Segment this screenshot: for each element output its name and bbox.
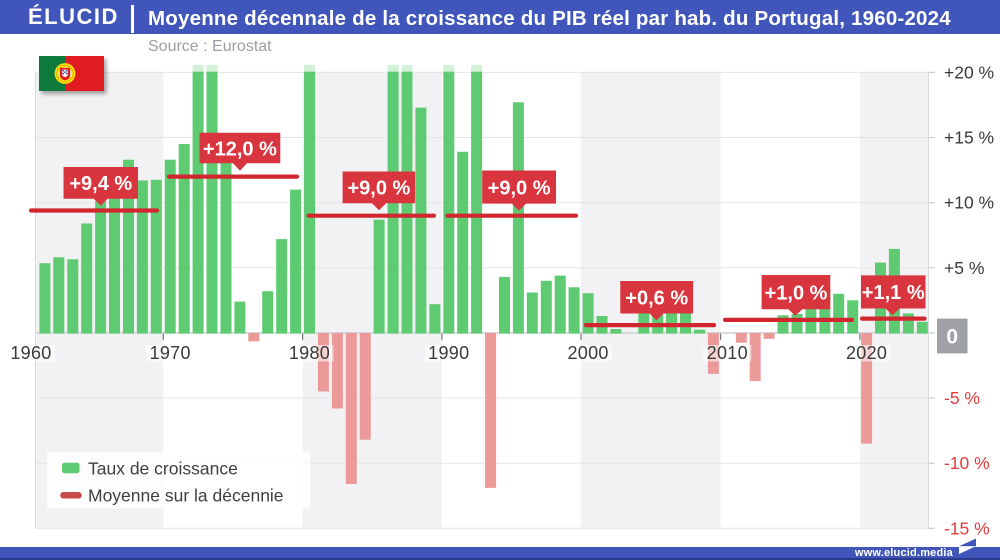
svg-text:0: 0: [946, 326, 958, 349]
svg-text:+10 %: +10 %: [944, 193, 994, 213]
svg-text:2020: 2020: [846, 343, 887, 363]
svg-text:+20 %: +20 %: [944, 62, 994, 82]
svg-text:2010: 2010: [707, 343, 748, 363]
svg-text:1980: 1980: [289, 343, 330, 363]
svg-text:+9,0 %: +9,0 %: [488, 177, 551, 199]
svg-text:1960: 1960: [10, 343, 51, 363]
svg-text:+0,6 %: +0,6 %: [625, 288, 688, 310]
svg-text:Moyenne sur la décennie: Moyenne sur la décennie: [88, 485, 284, 505]
svg-text:+1,0 %: +1,0 %: [765, 282, 828, 304]
svg-text:+15 %: +15 %: [944, 128, 994, 148]
svg-text:+5 %: +5 %: [944, 258, 984, 278]
svg-text:1990: 1990: [428, 343, 469, 363]
svg-text:+9,0 %: +9,0 %: [347, 178, 410, 200]
svg-text:1970: 1970: [150, 343, 191, 363]
svg-text:-15 %: -15 %: [944, 518, 990, 538]
svg-text:2000: 2000: [567, 343, 608, 363]
svg-text:-10 %: -10 %: [944, 453, 990, 473]
svg-text:+1,1 %: +1,1 %: [862, 282, 925, 304]
svg-text:+12,0 %: +12,0 %: [203, 138, 277, 160]
svg-text:-5 %: -5 %: [944, 388, 980, 408]
svg-text:Taux de croissance: Taux de croissance: [88, 458, 238, 478]
svg-text:+9,4 %: +9,4 %: [69, 173, 132, 195]
